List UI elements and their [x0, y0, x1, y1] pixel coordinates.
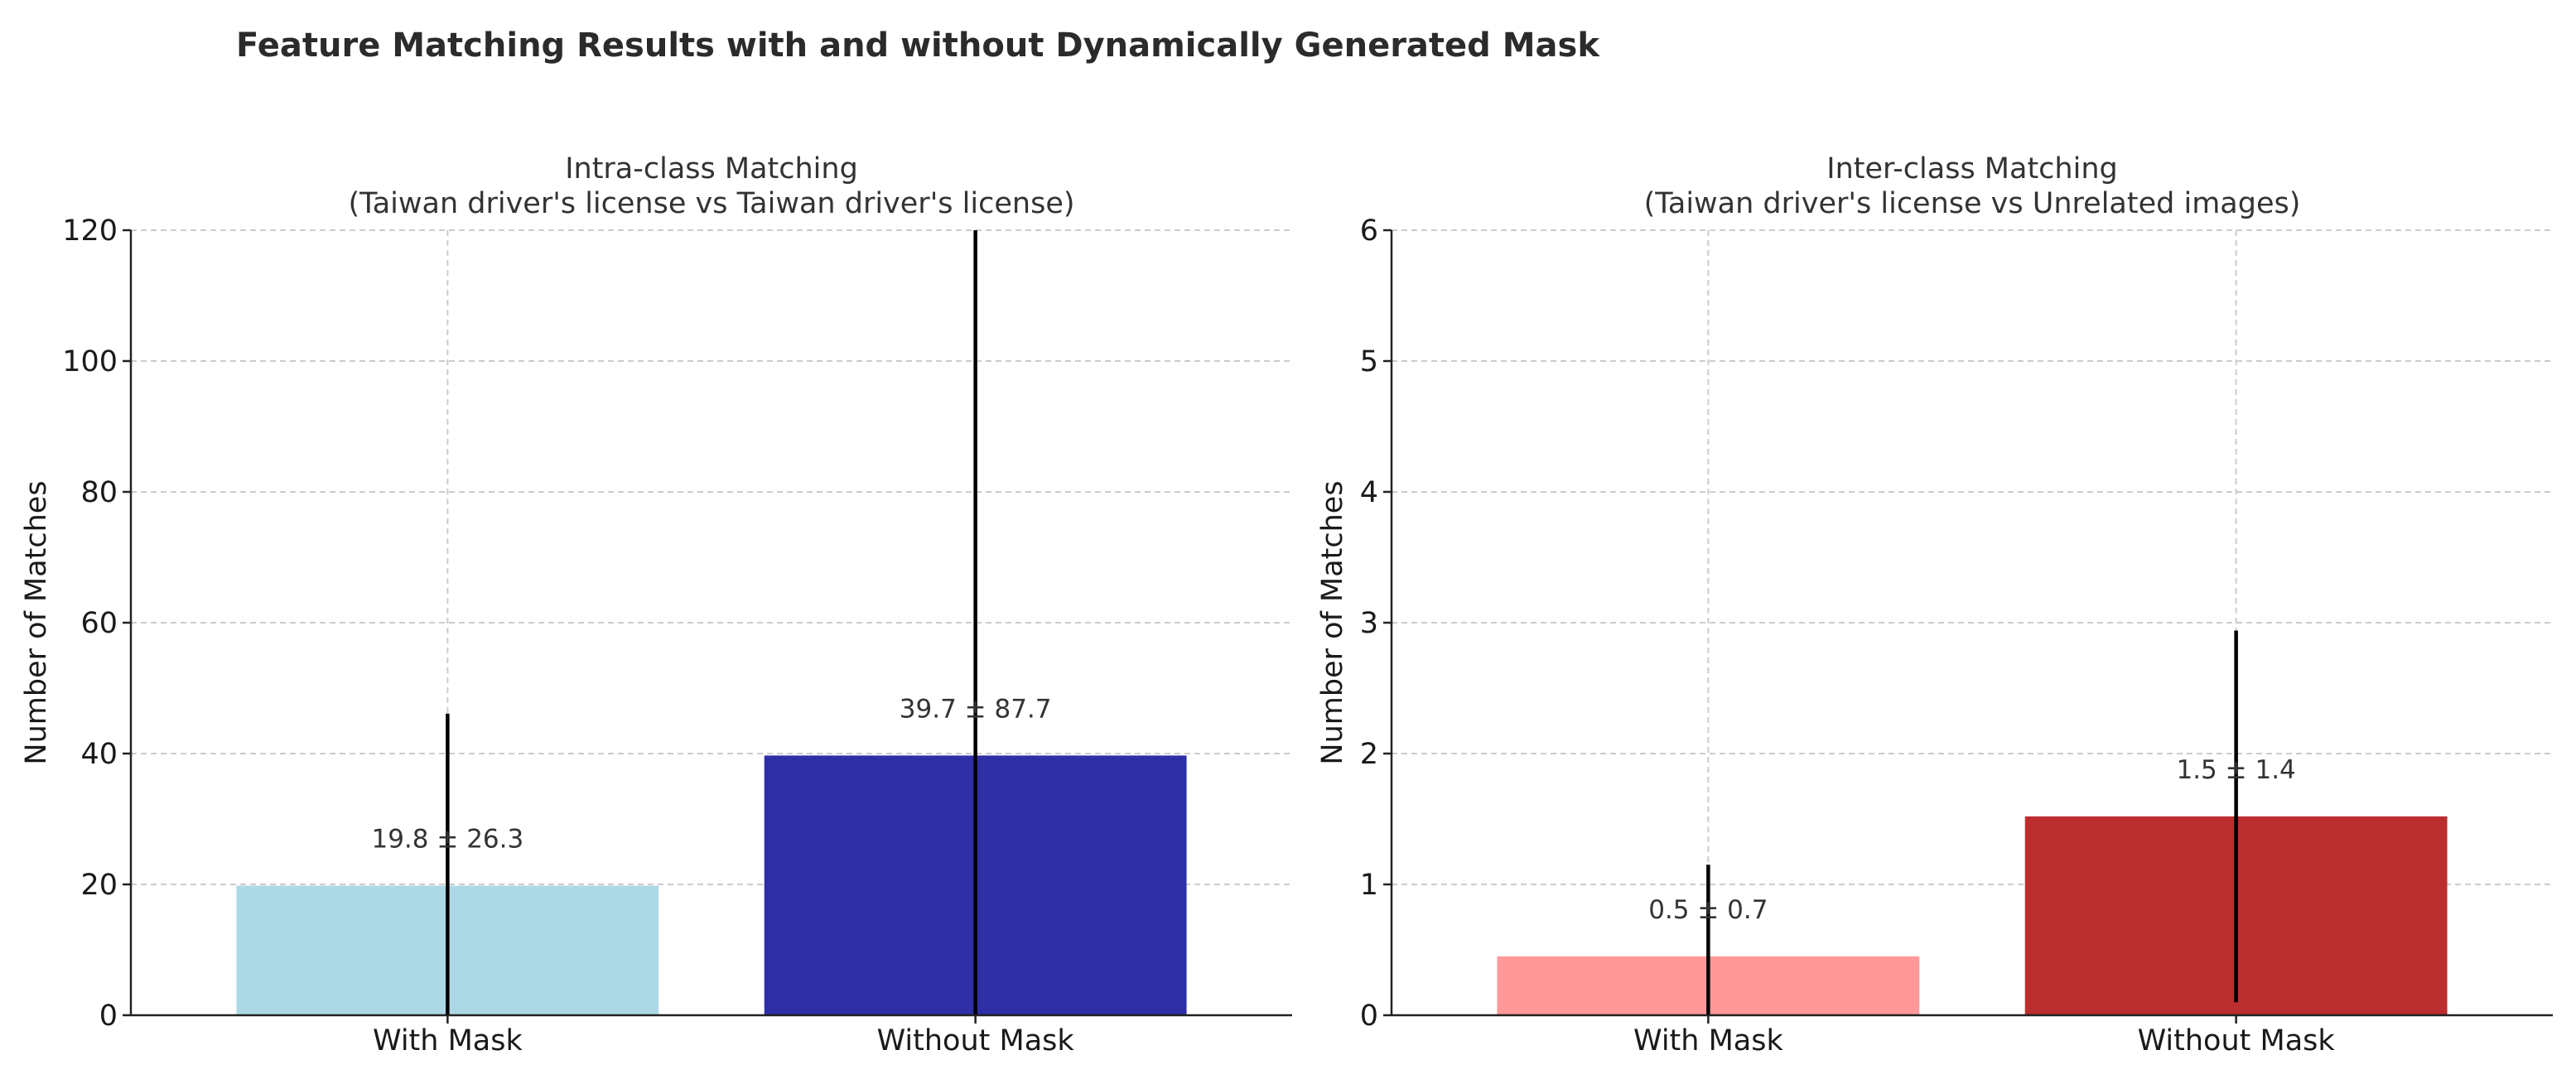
- y-tick-label: 80: [80, 476, 118, 509]
- bar-value-label: 19.8 ± 26.3: [371, 825, 523, 855]
- y-axis-label: Number of Matches: [20, 480, 53, 764]
- bar-value-label: 39.7 ± 87.7: [900, 694, 1052, 724]
- y-tick-label: 120: [62, 214, 118, 248]
- y-tick-label: 100: [62, 345, 118, 378]
- y-tick-label: 60: [80, 607, 118, 640]
- y-tick-label: 0: [99, 1000, 118, 1033]
- y-tick-label: 20: [80, 869, 118, 902]
- chart-subtitle: (Taiwan driver's license vs Taiwan drive…: [348, 187, 1074, 220]
- x-tick-label: Without Mask: [877, 1024, 1075, 1057]
- y-tick-label: 5: [1360, 345, 1378, 378]
- bar-value-label: 0.5 ± 0.7: [1648, 895, 1768, 925]
- x-tick-label: With Mask: [373, 1024, 523, 1057]
- y-tick-label: 4: [1360, 476, 1378, 509]
- y-axis-label: Number of Matches: [1316, 480, 1349, 764]
- y-tick-label: 40: [80, 738, 118, 771]
- y-tick-label: 0: [1360, 1000, 1378, 1033]
- y-tick-label: 6: [1360, 214, 1378, 248]
- chart-panel-2: Inter-class Matching(Taiwan driver's lic…: [1316, 152, 2553, 1057]
- chart-title: Intra-class Matching: [565, 152, 858, 185]
- y-tick-label: 1: [1360, 869, 1378, 902]
- chart-panel-1: Intra-class Matching(Taiwan driver's lic…: [20, 152, 1292, 1057]
- figure-title: Feature Matching Results with and withou…: [236, 26, 1600, 65]
- bar-value-label: 1.5 ± 1.4: [2176, 755, 2295, 785]
- y-tick-label: 3: [1360, 607, 1378, 640]
- x-tick-label: With Mask: [1633, 1024, 1783, 1057]
- chart-subtitle: (Taiwan driver's license vs Unrelated im…: [1644, 187, 2301, 220]
- x-tick-label: Without Mask: [2138, 1024, 2336, 1057]
- chart-title: Inter-class Matching: [1826, 152, 2117, 185]
- y-tick-label: 2: [1360, 738, 1378, 771]
